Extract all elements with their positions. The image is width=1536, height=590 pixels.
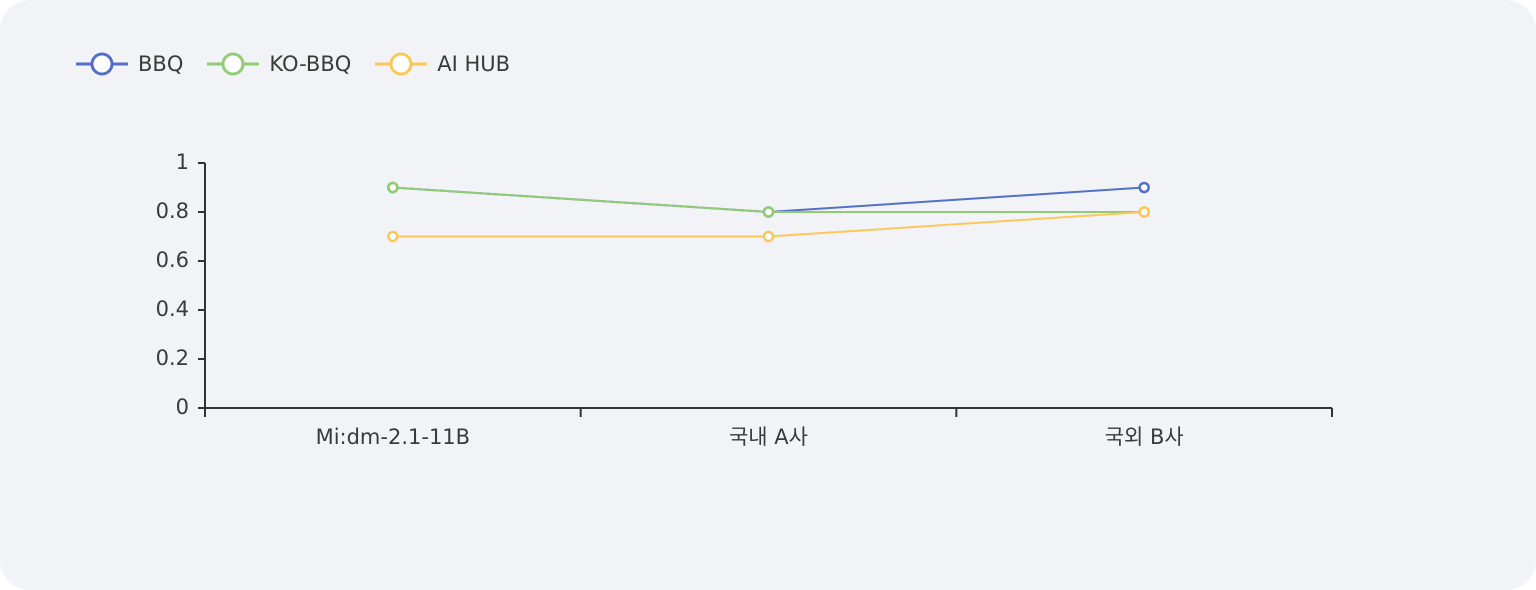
legend-label: AI HUB: [437, 52, 511, 76]
legend-marker-icon: [375, 52, 428, 76]
axes: 0 0.2 0.4 0.6 0.8 1 Mi:dm-2.1-11B 국내 A사 국외 B사: [156, 150, 1333, 449]
y-tick-label: 0.8: [156, 199, 189, 223]
x-tick-label: Mi:dm-2.1-11B: [316, 425, 471, 449]
legend-label: KO-BBQ: [269, 52, 352, 76]
data-point[interactable]: [387, 230, 399, 243]
y-tick-label: 0.2: [156, 346, 189, 370]
data-point[interactable]: [762, 230, 775, 243]
y-tick-label: 0.4: [156, 297, 189, 321]
legend-item-bbq[interactable]: BBQ: [76, 50, 183, 78]
y-tick-label: 1: [176, 150, 189, 174]
legend-item-ko-bbq[interactable]: KO-BBQ: [207, 50, 351, 78]
data-point[interactable]: [762, 206, 775, 218]
legend-marker-icon: [76, 52, 128, 76]
series-points: [387, 181, 1150, 243]
data-point[interactable]: [1138, 181, 1150, 194]
legend-item-ai-hub[interactable]: AI HUB: [375, 50, 510, 78]
legend-marker-icon: [207, 52, 260, 76]
legend: BBQ KO-BBQ AI HUB: [76, 50, 510, 78]
y-tick-label: 0: [176, 395, 189, 419]
legend-label: BBQ: [138, 52, 184, 76]
y-tick-label: 0.6: [156, 248, 189, 272]
x-tick-label: 국내 A사: [729, 425, 808, 449]
data-point[interactable]: [387, 181, 399, 194]
x-tick-label: 국외 B사: [1105, 425, 1184, 449]
data-point[interactable]: [1138, 206, 1150, 218]
